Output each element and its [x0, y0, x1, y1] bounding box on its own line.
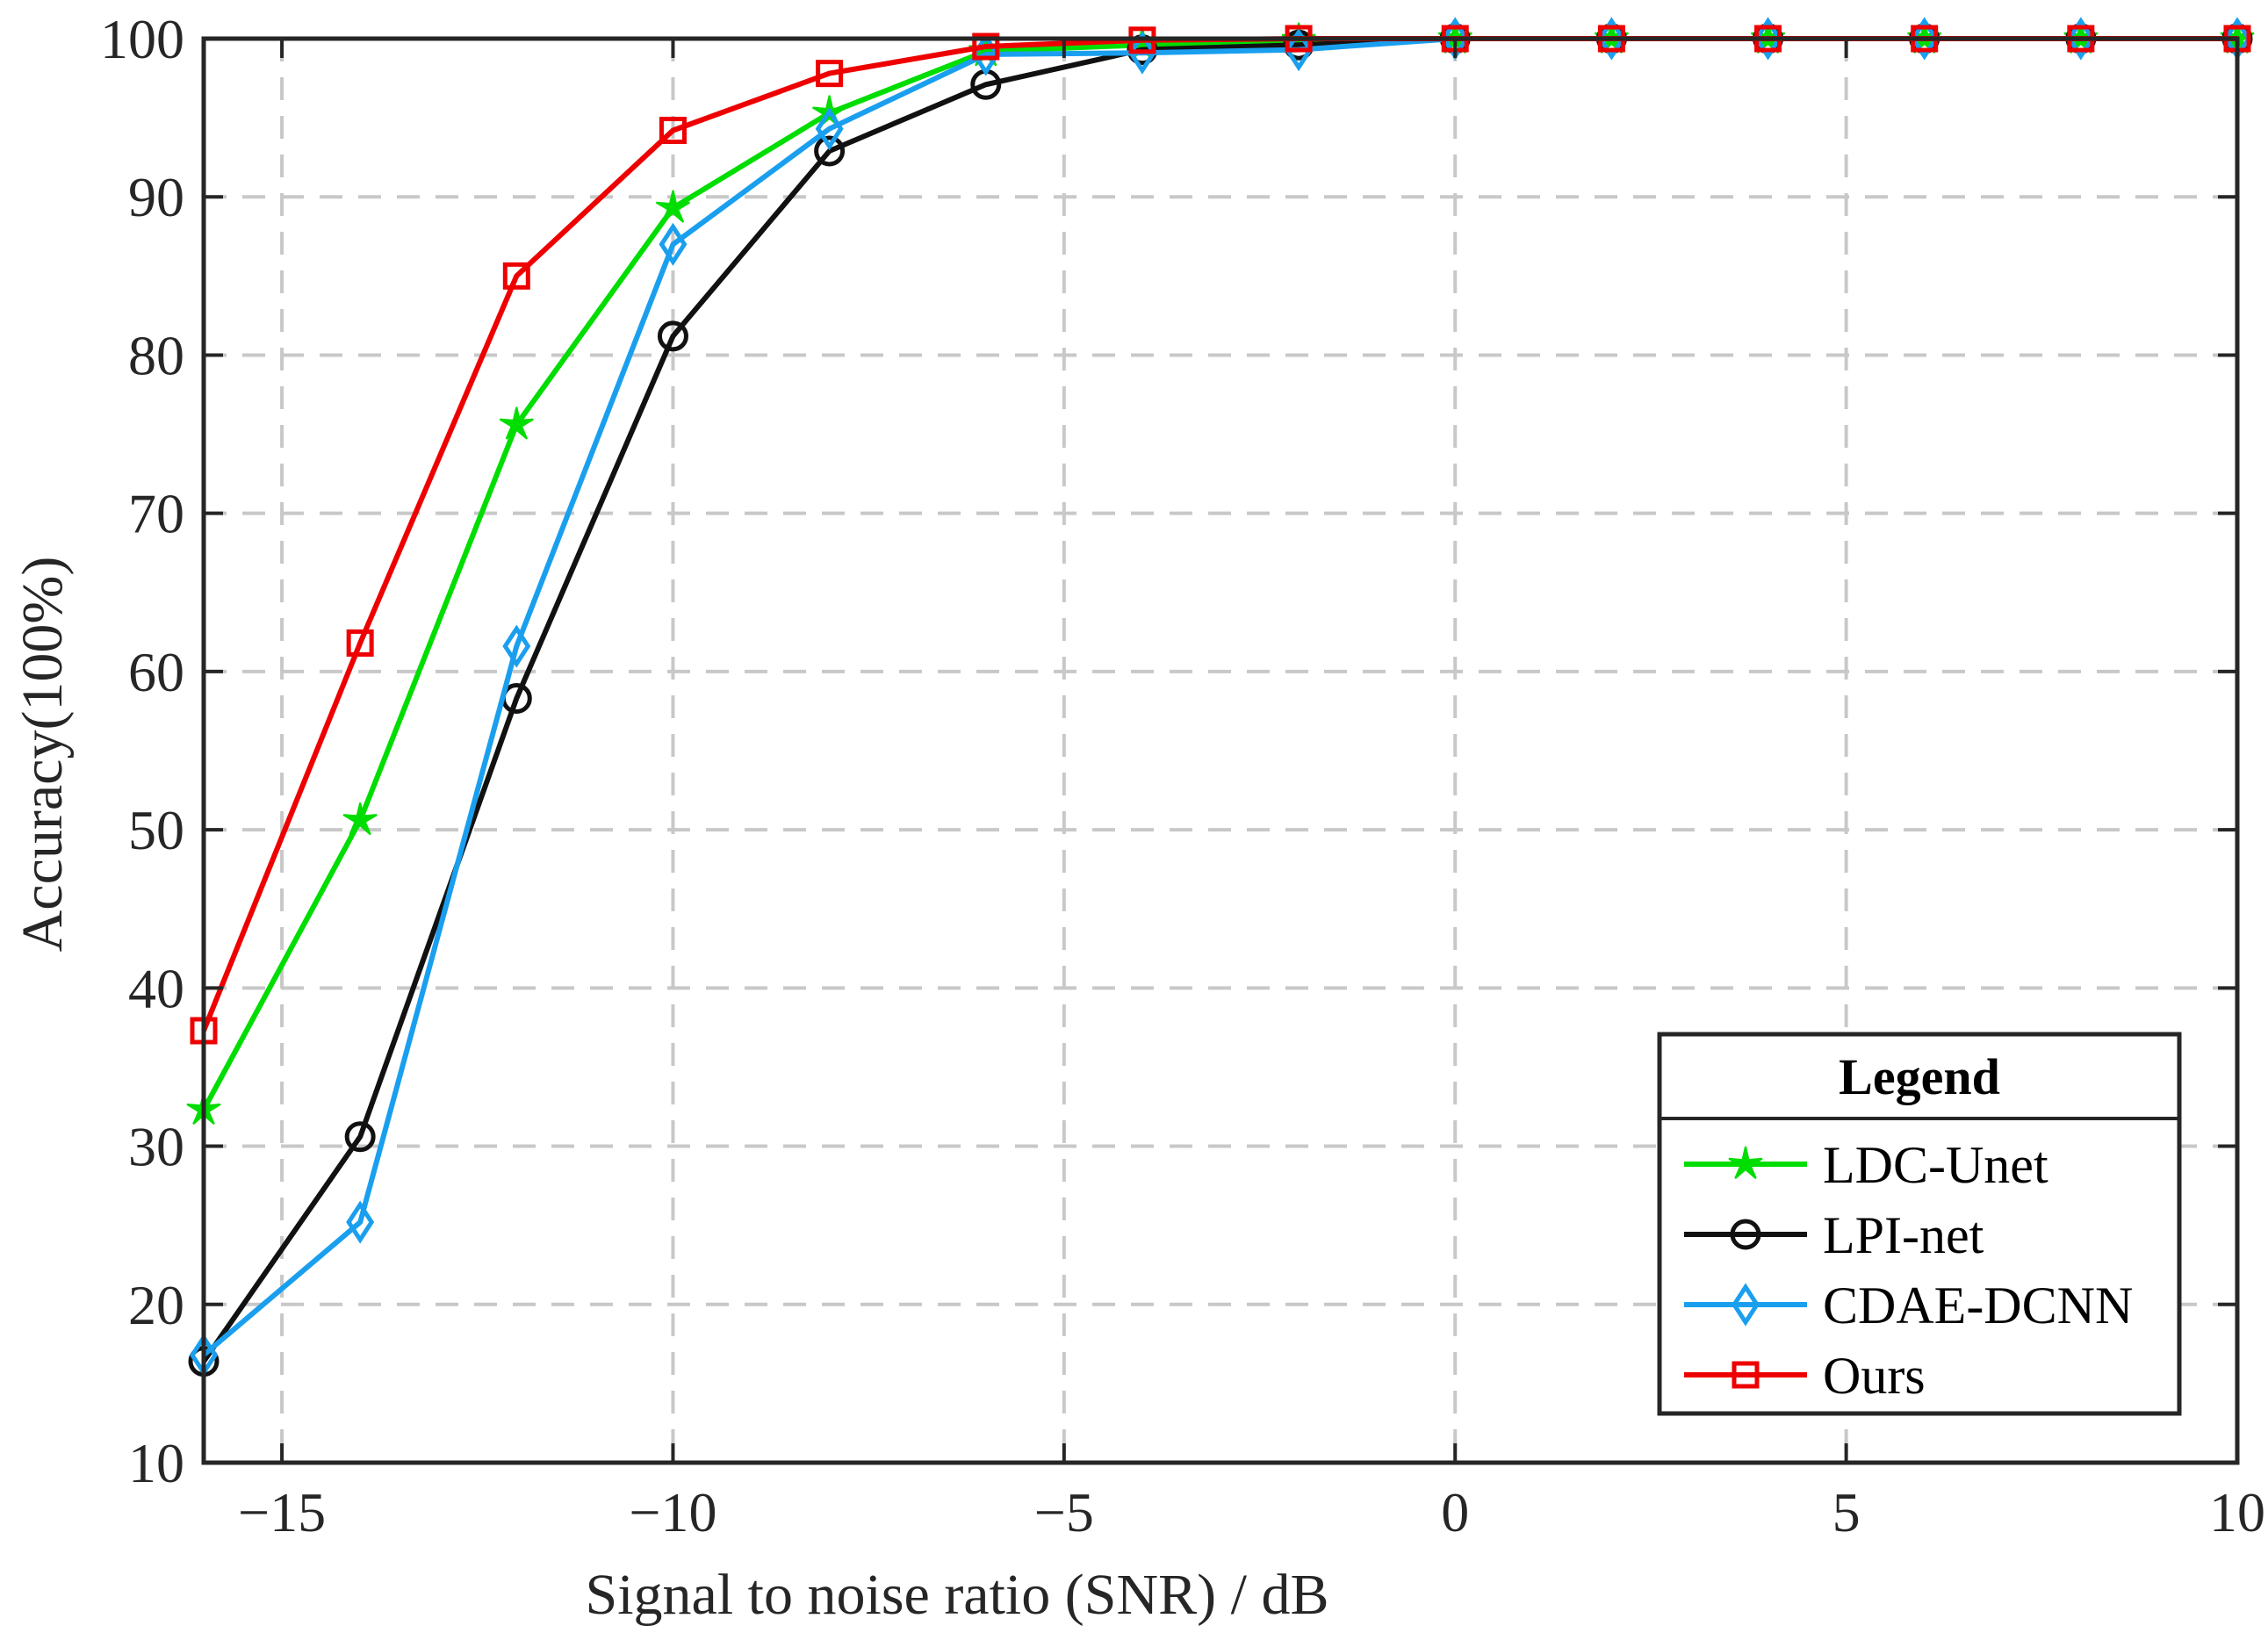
x-tick-label: −15	[238, 1481, 326, 1543]
legend-label-lpi-net: LPI-net	[1823, 1206, 1984, 1264]
data-point-cdae-dcnn	[1910, 17, 1939, 61]
y-axis-title: Accuracy(100%)	[11, 557, 75, 953]
x-tick-label: 10	[2209, 1481, 2265, 1543]
x-tick-label: 0	[1441, 1481, 1469, 1543]
data-point-ours	[346, 629, 374, 657]
data-point-cdae-dcnn	[815, 107, 844, 151]
legend-marker-cdae-dcnn	[1732, 1283, 1760, 1327]
legend-entry-ldc-unet: LDC-Unet	[1684, 1136, 2048, 1194]
y-tick-label: 30	[128, 1116, 184, 1178]
data-point-lpi-net	[657, 320, 688, 352]
legend-label-ours: Ours	[1823, 1347, 1926, 1405]
data-point-ours	[659, 117, 687, 145]
legend-entry-ours: Ours	[1684, 1347, 1926, 1405]
y-tick-label: 20	[128, 1274, 184, 1336]
data-point-cdae-dcnn	[1597, 17, 1626, 61]
data-point-lpi-net	[344, 1121, 376, 1153]
legend-marker-ldc-unet	[1728, 1146, 1763, 1179]
legend-label-cdae-dcnn: CDAE-DCNN	[1823, 1277, 2133, 1334]
y-tick-label: 100	[100, 8, 184, 70]
data-point-ldc-unet	[655, 190, 691, 223]
y-tick-label: 40	[128, 957, 184, 1019]
data-point-cdae-dcnn	[1127, 31, 1156, 75]
plot-area-frame	[201, 36, 2240, 1465]
data-point-ours	[816, 60, 844, 88]
legend-marker-ours	[1732, 1361, 1760, 1389]
legend-label-ldc-unet: LDC-Unet	[1823, 1136, 2048, 1194]
y-tick-label: 90	[128, 166, 184, 228]
legend-entry-lpi-net: LPI-net	[1684, 1206, 1984, 1264]
y-tick-label: 80	[128, 324, 184, 386]
legend-title: Legend	[1839, 1048, 2000, 1105]
data-point-cdae-dcnn	[1285, 28, 1314, 72]
data-point-ldc-unet	[342, 802, 378, 836]
axis-ticks: −15 −10 −5 0 5 10 10 20 30 40 50 60 70 80 90 100	[100, 8, 2265, 1543]
y-tick-label: 50	[128, 799, 184, 861]
legend-entry-cdae-dcnn: CDAE-DCNN	[1684, 1277, 2133, 1334]
legend-marker-lpi-net	[1730, 1219, 1761, 1250]
legend-box	[1657, 1032, 2182, 1416]
data-point-ours	[502, 262, 530, 290]
data-point-cdae-dcnn	[346, 1200, 375, 1244]
y-tick-label: 60	[128, 641, 184, 703]
x-tick-label: −5	[1034, 1481, 1094, 1543]
data-point-cdae-dcnn	[2066, 17, 2095, 61]
data-point-cdae-dcnn	[1753, 17, 1782, 61]
x-tick-label: −10	[629, 1481, 716, 1543]
legend: Legend LDC-Unet LPI-net CDAE-DCNN Ours	[1657, 1032, 2182, 1416]
y-tick-label: 10	[128, 1432, 184, 1494]
data-point-cdae-dcnn	[502, 624, 531, 668]
data-point-ours	[972, 32, 1000, 61]
data-point-ldc-unet	[499, 406, 534, 440]
y-tick-label: 70	[128, 483, 184, 545]
data-point-cdae-dcnn	[659, 222, 688, 266]
x-tick-label: 5	[1832, 1481, 1861, 1543]
data-point-lpi-net	[814, 135, 846, 167]
x-axis-title: Signal to noise ratio (SNR) / dB	[586, 1563, 1329, 1627]
